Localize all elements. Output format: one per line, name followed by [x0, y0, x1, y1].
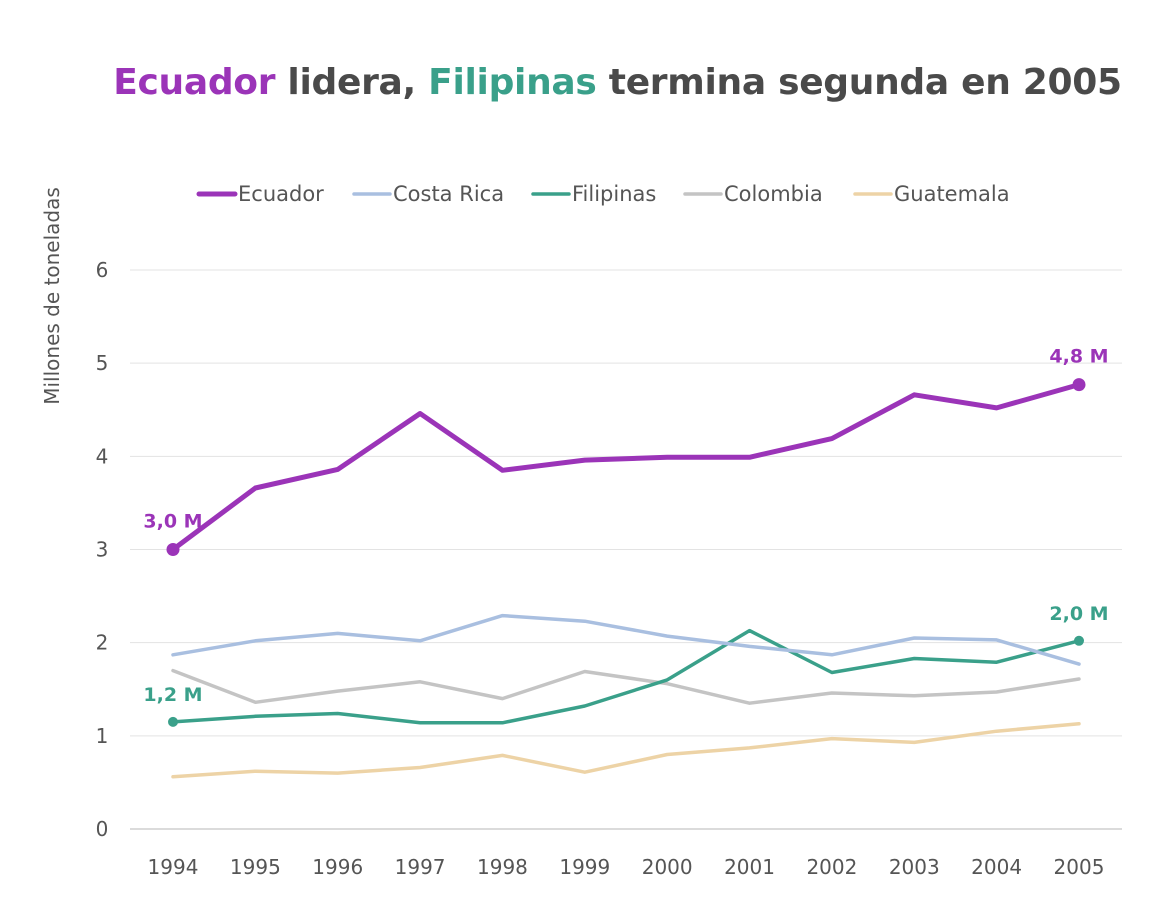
data-label: 2,0 M: [1049, 603, 1108, 625]
y-tick-label: 1: [96, 724, 109, 748]
y-tick-label: 0: [96, 817, 109, 841]
annotation-marker: [1074, 635, 1084, 646]
y-tick-label: 3: [96, 538, 109, 562]
annotation-marker: [168, 716, 178, 727]
x-tick-label: 2002: [806, 855, 857, 879]
x-tick-label: 1999: [559, 855, 610, 879]
title-text-2: termina segunda en 2005: [596, 62, 1122, 103]
legend-label-guatemala: Guatemala: [894, 182, 1010, 206]
series-line-costa-rica: [171, 613, 1081, 666]
series-line-colombia: [171, 668, 1081, 705]
annotation-marker: [1072, 378, 1086, 392]
x-tick-label: 1994: [148, 855, 199, 879]
series-line-guatemala: [171, 721, 1081, 779]
x-tick-label: 1998: [477, 855, 528, 879]
x-axis-ticks: 1994 1995 1996 1997 1998 1999 2000 2001 2002 2003…: [148, 855, 1105, 879]
legend-label-costa-rica: Costa Rica: [393, 182, 504, 206]
series-line-ecuador: [170, 382, 1082, 552]
y-axis-ticks: 0 1 2 3 4 5 6: [96, 258, 109, 841]
x-tick-label: 1995: [230, 855, 281, 879]
data-label: 1,2 M: [143, 684, 202, 706]
x-tick-label: 2004: [971, 855, 1022, 879]
data-label: 4,8 M: [1049, 346, 1108, 368]
series-line-filipinas: [171, 628, 1081, 725]
legend-label-ecuador: Ecuador: [238, 182, 324, 206]
data-annotations: 3,0 M 4,8 M 1,2 M 2,0 M: [143, 346, 1109, 727]
data-label: 3,0 M: [143, 511, 202, 533]
y-tick-label: 6: [96, 258, 109, 282]
title-highlight-filipinas: Filipinas: [428, 62, 597, 103]
y-tick-label: 5: [96, 351, 109, 375]
y-tick-label: 2: [96, 631, 109, 655]
title-text-1: lidera,: [275, 62, 429, 103]
y-axis-label: Millones de toneladas: [40, 187, 64, 405]
chart-title: Ecuador lidera, Filipinas termina segund…: [0, 62, 1155, 103]
x-tick-label: 2005: [1054, 855, 1105, 879]
y-tick-label: 4: [96, 444, 109, 468]
legend: Ecuador Costa Rica Filipinas Colombia Guatem…: [196, 182, 1010, 206]
x-tick-label: 2000: [642, 855, 693, 879]
legend-label-colombia: Colombia: [724, 182, 823, 206]
x-tick-label: 2001: [724, 855, 775, 879]
series-lines: [170, 382, 1082, 779]
annotation-marker: [166, 543, 180, 556]
x-tick-label: 1996: [312, 855, 363, 879]
x-tick-label: 1997: [395, 855, 446, 879]
gridlines: [130, 269, 1122, 830]
legend-label-filipinas: Filipinas: [572, 182, 656, 206]
title-highlight-ecuador: Ecuador: [113, 62, 276, 103]
x-tick-label: 2003: [889, 855, 940, 879]
